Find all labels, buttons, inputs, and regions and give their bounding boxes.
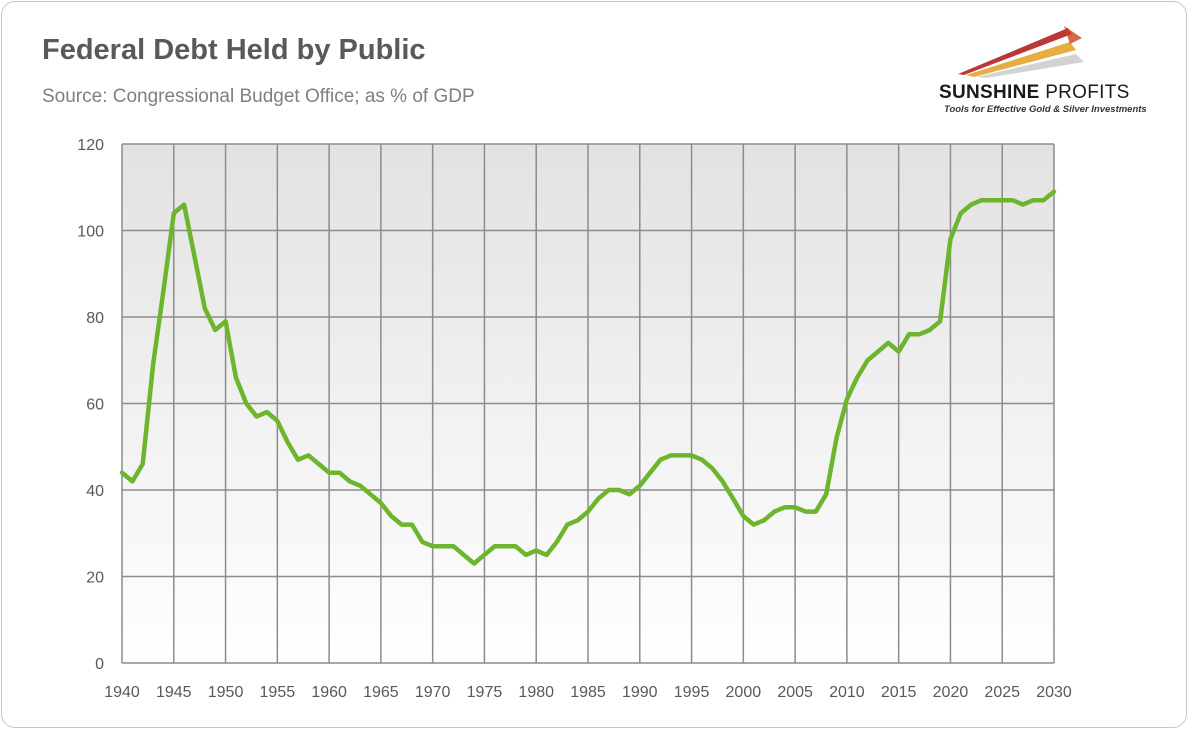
series-line xyxy=(119,189,1057,566)
x-tick-label: 2025 xyxy=(984,684,1020,701)
sun-rays-icon xyxy=(958,26,1084,78)
x-tick-label: 1945 xyxy=(156,684,192,701)
x-tick-label: 1980 xyxy=(518,684,554,701)
x-tick-label: 1960 xyxy=(311,684,347,701)
x-tick-label: 1955 xyxy=(260,684,296,701)
x-tick-label: 2000 xyxy=(726,684,762,701)
sunshine-profits-logo: SUNSHINE PROFITS Tools for Effective Gol… xyxy=(930,20,1170,120)
chart-subtitle: Source: Congressional Budget Office; as … xyxy=(42,86,475,107)
y-tick-label: 80 xyxy=(86,310,104,327)
y-tick-label: 120 xyxy=(77,137,104,154)
x-tick-label: 1970 xyxy=(415,684,451,701)
y-axis: 0 20 40 60 80 100 120 xyxy=(77,137,104,673)
logo-name-bold: SUNSHINE xyxy=(939,82,1040,103)
x-tick-label: 2015 xyxy=(881,684,917,701)
y-tick-label: 0 xyxy=(95,656,104,673)
logo-name-light: PROFITS xyxy=(1045,82,1130,103)
x-axis: 1940 1945 1950 1955 1960 1965 1970 1975 1980 1985… xyxy=(104,684,1072,701)
x-tick-label: 1995 xyxy=(674,684,710,701)
x-tick-label: 1985 xyxy=(570,684,606,701)
x-tick-label: 2030 xyxy=(1036,684,1072,701)
x-tick-label: 2005 xyxy=(777,684,813,701)
x-tick-label: 1940 xyxy=(104,684,140,701)
x-tick-label: 1975 xyxy=(467,684,503,701)
x-tick-label: 1950 xyxy=(208,684,244,701)
x-tick-label: 1990 xyxy=(622,684,658,701)
y-tick-label: 60 xyxy=(86,397,104,414)
gridlines xyxy=(121,143,1055,664)
logo-name: SUNSHINE PROFITS xyxy=(939,82,1130,104)
y-tick-label: 20 xyxy=(86,570,104,587)
y-tick-label: 100 xyxy=(77,224,104,241)
logo-tagline: Tools for Effective Gold & Silver Invest… xyxy=(944,104,1147,115)
x-tick-label: 1965 xyxy=(363,684,399,701)
x-tick-label: 2020 xyxy=(933,684,969,701)
chart-title: Federal Debt Held by Public xyxy=(42,34,426,66)
x-tick-label: 2010 xyxy=(829,684,865,701)
y-tick-label: 40 xyxy=(86,483,104,500)
